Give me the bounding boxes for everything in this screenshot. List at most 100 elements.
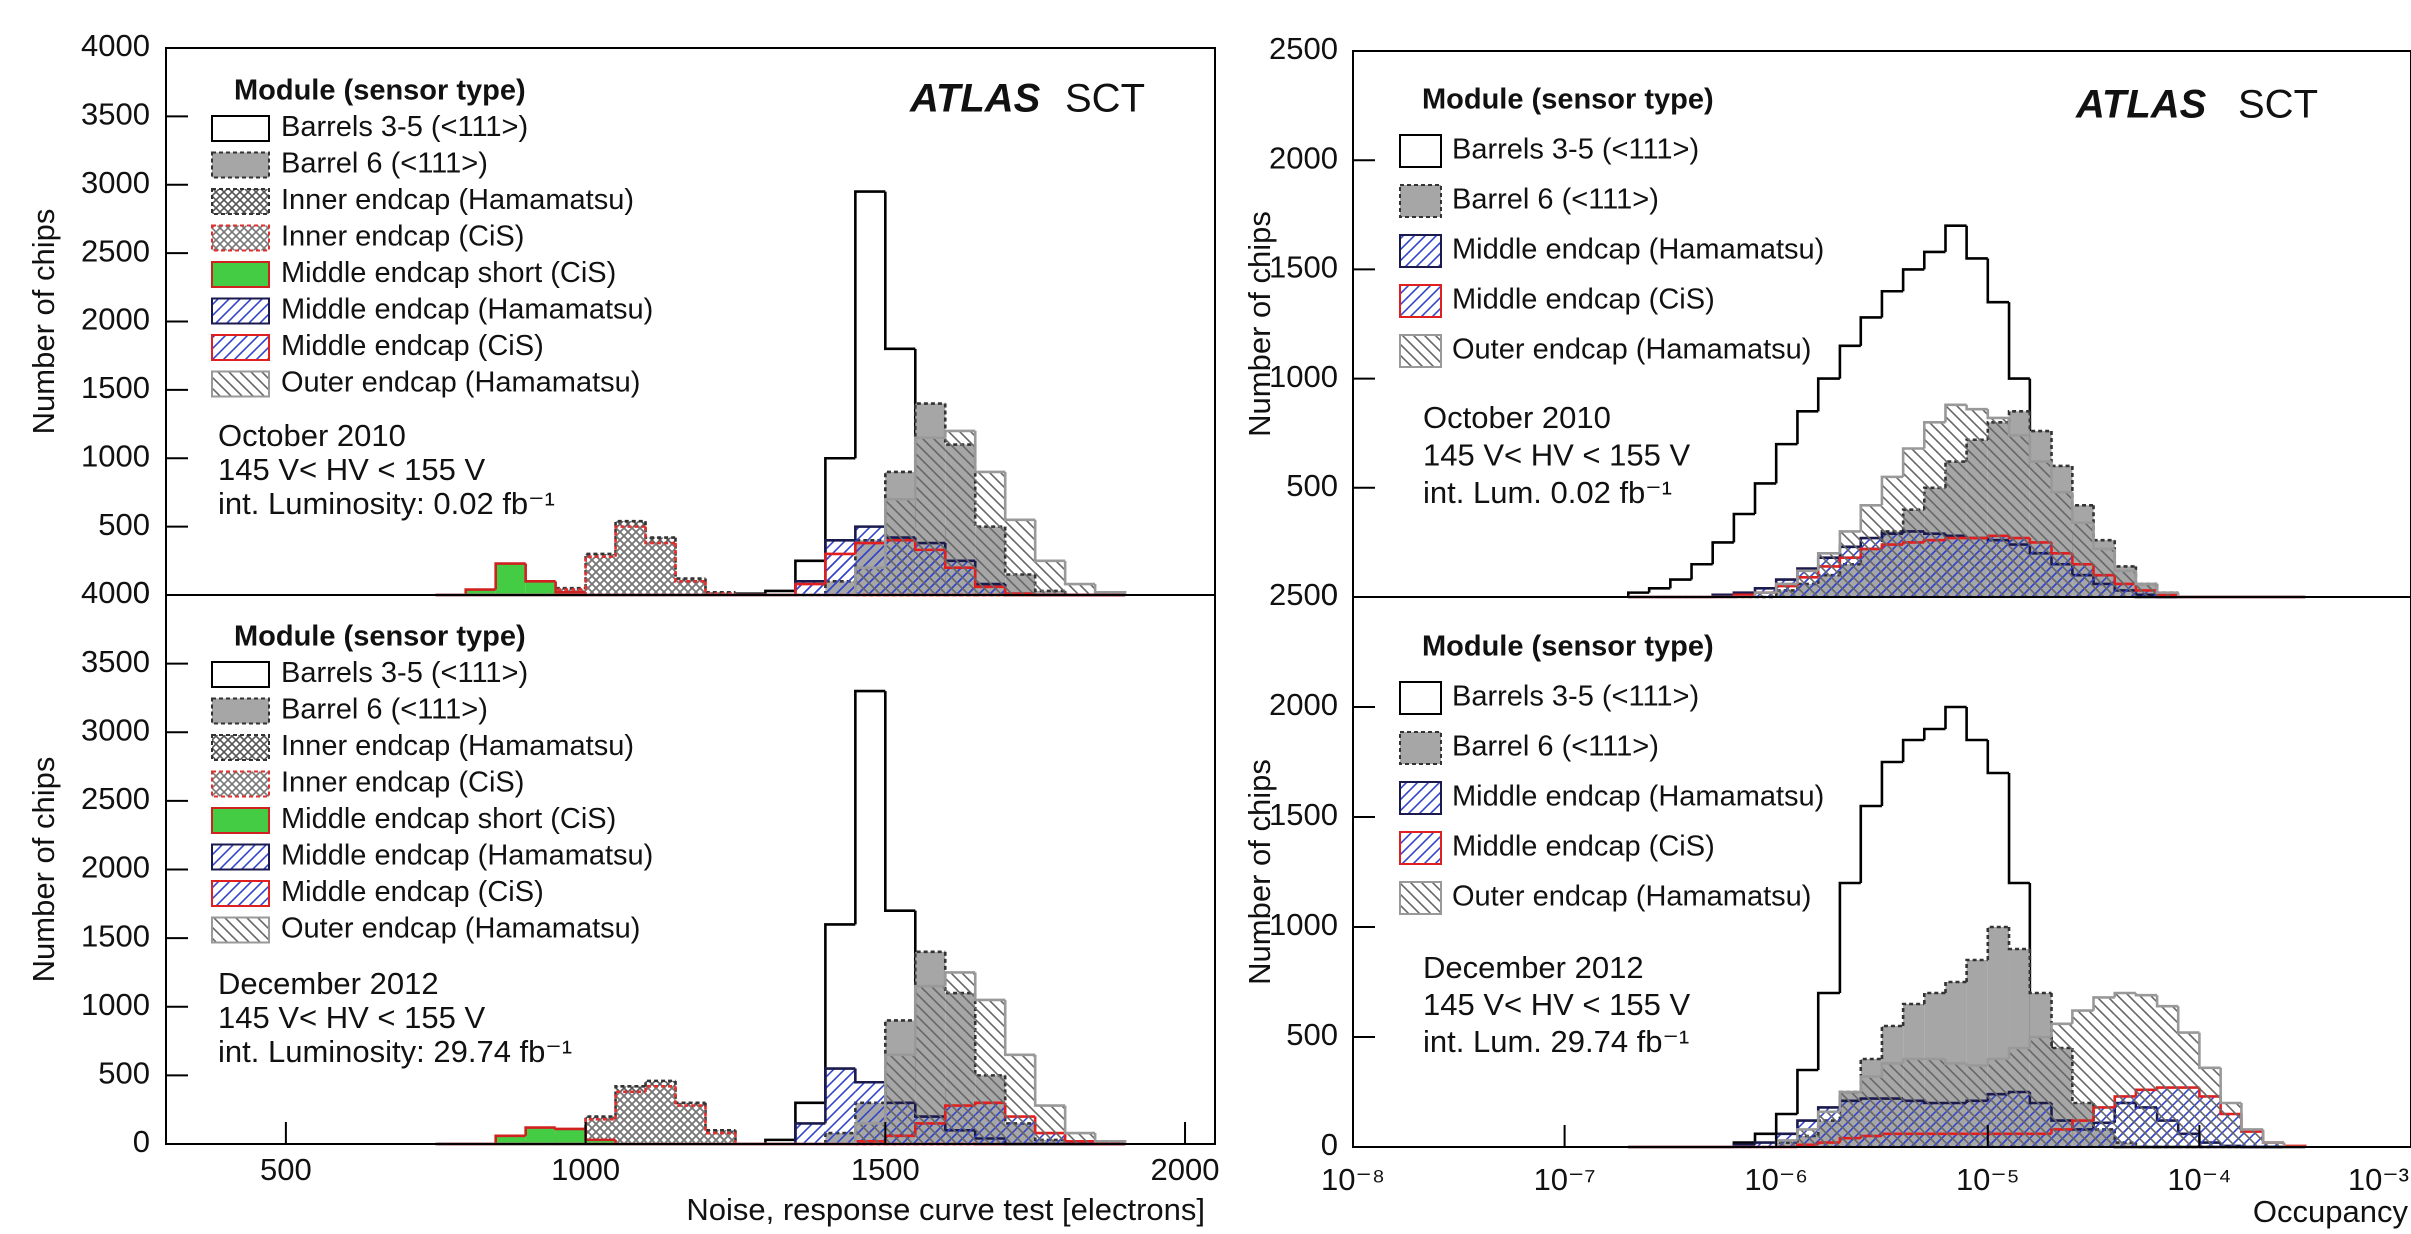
histogram-edge (704, 1102, 736, 1132)
histogram-edge (704, 578, 736, 594)
x-axis-title: Occupancy (2253, 1194, 2409, 1229)
y-tick-label: 3500 (81, 97, 150, 132)
histogram-edge (854, 190, 886, 459)
y-tick-label: 4000 (81, 575, 150, 610)
histogram-edge (614, 1090, 646, 1120)
x-tick-label: 10⁻⁵ (1956, 1162, 2020, 1197)
legend-label: Middle endcap (CiS) (281, 330, 544, 362)
experiment-label: ATLAS (909, 77, 1041, 121)
histogram-edge (1003, 999, 1036, 1057)
histogram-bin (705, 1133, 736, 1144)
histogram-bin (555, 1128, 586, 1144)
legend-swatch (211, 334, 270, 361)
histogram-bin (495, 563, 526, 595)
legend-label: Barrel 6 (<111>) (1452, 184, 1659, 216)
plot-frame (1352, 596, 2411, 1148)
histogram-bin (2029, 1037, 2052, 1147)
x-tick-label: 10⁻⁶ (1744, 1162, 1808, 1197)
histogram-bin (2135, 583, 2158, 597)
histogram-bin (2051, 1023, 2073, 1147)
histogram-bin (1881, 1063, 1904, 1147)
detector-label: SCT (2238, 83, 2318, 127)
histogram-edge (494, 1134, 526, 1144)
histogram-bin (2114, 570, 2136, 597)
legend-swatch (211, 115, 270, 142)
histogram-bin (585, 556, 616, 595)
histogram-bin (2135, 995, 2158, 1147)
histogram-bin (2093, 997, 2115, 1147)
histogram-bin (675, 1105, 706, 1144)
histogram-bin (885, 499, 916, 595)
y-tick-label: 500 (98, 507, 150, 542)
histogram-bin (645, 1086, 676, 1144)
histogram-bin (2263, 1142, 2284, 1147)
histogram-bin (1733, 514, 1756, 597)
histogram-edge (1816, 377, 1840, 412)
detector-label: SCT (1065, 77, 1145, 121)
histogram-edge (1838, 344, 1861, 379)
y-tick-label: 2000 (81, 850, 150, 885)
legend-label: Middle endcap (CiS) (281, 876, 544, 908)
histogram-bin (1924, 422, 1946, 597)
histogram-edge (2028, 411, 2052, 433)
annotation: 145 V< HV < 155 V (1423, 987, 1690, 1022)
histogram-edge (1753, 586, 1777, 593)
histogram-bin (1839, 1092, 1861, 1147)
y-tick-label: 1500 (1269, 797, 1338, 832)
histogram-bin (825, 553, 856, 595)
annotation: int. Lum. 0.02 fb⁻¹ (1423, 475, 1672, 510)
histogram-edge (1816, 552, 1840, 571)
histogram-edge (734, 1130, 766, 1146)
y-tick-label: 500 (98, 1056, 150, 1091)
histogram-edge (2092, 505, 2115, 542)
histogram-bin (2029, 461, 2052, 597)
histogram-edge (1880, 760, 1904, 806)
legend-title: Module (sensor type) (1422, 631, 1714, 663)
histogram-edge (1796, 410, 1819, 445)
histogram-edge (973, 972, 1006, 1002)
legend-label: Barrel 6 (<111>) (281, 148, 488, 180)
histogram-edge (943, 971, 976, 987)
histogram-edge (794, 1122, 826, 1144)
histogram-edge (1986, 740, 2010, 775)
histogram-bin (2178, 1032, 2200, 1147)
histogram-edge (1901, 447, 1925, 477)
legend-swatch (1399, 334, 1442, 368)
histogram-bin (1065, 584, 1096, 595)
histogram-bin (495, 1135, 526, 1144)
histogram-edge (1647, 586, 1671, 593)
legend-swatch (211, 297, 270, 325)
legend-swatch (211, 661, 270, 688)
histogram-bin (1818, 378, 1840, 597)
histogram-edge (2007, 302, 2030, 380)
histogram-edge (1986, 409, 2010, 420)
legend-label: Barrels 3-5 (<111>) (1452, 134, 1699, 166)
histogram-edge (1690, 562, 1713, 580)
annotation: 145 V< HV < 155 V (218, 452, 485, 487)
histogram-bin (1987, 417, 2010, 597)
y-tick-label: 2000 (1269, 687, 1338, 722)
x-tick-label: 10⁻⁴ (2167, 1162, 2231, 1197)
histogram-edge (614, 1085, 646, 1117)
histogram-bin (975, 471, 1006, 595)
histogram-bin (945, 972, 976, 1144)
legend-swatch (211, 188, 270, 215)
histogram-edge (2092, 522, 2115, 551)
histogram-edge (1796, 1068, 1819, 1114)
histogram-edge (2050, 1022, 2073, 1037)
histogram-edge (2028, 949, 2052, 995)
annotation: 145 V< HV < 155 V (218, 1000, 485, 1035)
histogram-edge (2007, 417, 2030, 437)
histogram-bin (795, 1123, 826, 1144)
legend-label: Barrels 3-5 (<111>) (281, 657, 528, 689)
histogram-edge (584, 555, 616, 590)
legend-label: Middle endcap (Hamamatsu) (281, 294, 653, 326)
annotation: December 2012 (218, 966, 439, 1001)
y-tick-label: 0 (1321, 1127, 1338, 1162)
histogram-bin (1755, 592, 1777, 597)
x-tick-label: 1000 (551, 1152, 620, 1187)
histogram-edge (824, 456, 856, 561)
histogram-bin (1945, 1063, 1967, 1147)
histogram-edge (1880, 1062, 1904, 1077)
